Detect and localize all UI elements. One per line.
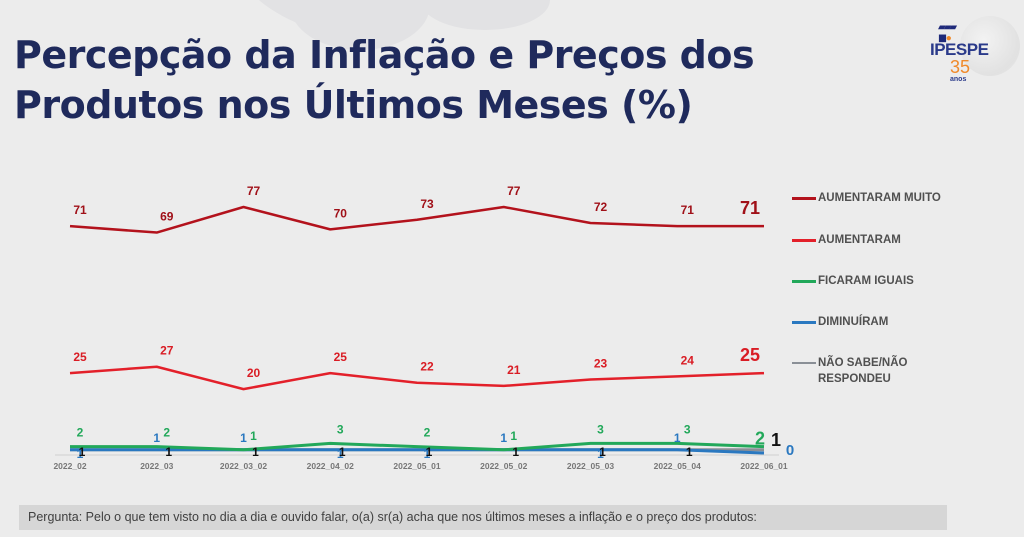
logo-dots-icon: ▰▰▰ ▮▮ ● bbox=[938, 22, 957, 44]
ipespe-logo: ▰▰▰ ▮▮ ● IPESPE 35 anos bbox=[930, 10, 1020, 90]
x-tick-label: 2022_05_01 bbox=[393, 461, 441, 471]
data-label: 1 bbox=[252, 445, 259, 459]
x-tick-label: 2022_03 bbox=[140, 461, 173, 471]
data-label: 69 bbox=[160, 210, 174, 224]
title-line-2: Produtos nos Últimos Meses (%) bbox=[14, 83, 693, 127]
data-label: 1 bbox=[79, 445, 86, 459]
x-tick-label: 2022_05_03 bbox=[567, 461, 615, 471]
question-text: Pergunta: Pelo o que tem visto no dia a … bbox=[28, 510, 757, 524]
x-tick-label: 2022_06_01 bbox=[740, 461, 788, 471]
data-label: 1 bbox=[240, 431, 247, 445]
data-label: 1 bbox=[500, 431, 507, 445]
data-label: 22 bbox=[420, 360, 434, 374]
data-label: 71 bbox=[740, 198, 760, 218]
x-tick-label: 2022_05_02 bbox=[480, 461, 528, 471]
legend-label: AUMENTARAM MUITO bbox=[818, 192, 941, 204]
logo-subtitle: anos bbox=[950, 76, 967, 83]
legend-label: AUMENTARAM bbox=[818, 234, 901, 246]
data-label: 3 bbox=[597, 422, 604, 436]
x-tick-label: 2022_02 bbox=[53, 461, 86, 471]
data-label: 3 bbox=[337, 422, 344, 436]
data-label: 1 bbox=[597, 447, 604, 461]
data-label: 77 bbox=[247, 184, 261, 198]
data-label: 73 bbox=[420, 197, 434, 211]
legend-item: AUMENTARAM bbox=[792, 232, 968, 248]
data-label: 71 bbox=[681, 203, 695, 217]
data-label: 1 bbox=[674, 431, 681, 445]
data-label: 2 bbox=[77, 426, 84, 440]
data-label: 1 bbox=[337, 447, 344, 461]
x-tick-label: 2022_05_04 bbox=[654, 461, 702, 471]
data-label: 71 bbox=[73, 203, 87, 217]
data-label: 1 bbox=[77, 447, 84, 461]
legend-item: AUMENTARAM MUITO bbox=[792, 190, 968, 206]
data-label: 1 bbox=[250, 429, 257, 443]
data-label: 25 bbox=[334, 350, 348, 364]
data-label: 0 bbox=[786, 442, 794, 459]
data-label: 23 bbox=[594, 357, 608, 371]
legend-label: FICARAM IGUAIS bbox=[818, 275, 914, 287]
data-label: 2 bbox=[163, 426, 170, 440]
legend-item: FICARAM IGUAIS bbox=[792, 273, 968, 289]
legend-swatch bbox=[792, 280, 816, 283]
logo-globe-icon bbox=[960, 16, 1020, 76]
data-label: 1 bbox=[424, 447, 431, 461]
data-label: 1 bbox=[426, 445, 433, 459]
data-label: 70 bbox=[334, 206, 348, 220]
data-label: 20 bbox=[247, 366, 261, 380]
series-line-2 bbox=[70, 441, 765, 452]
data-label: 2 bbox=[424, 426, 431, 440]
data-label: 24 bbox=[681, 353, 695, 367]
data-label: 1 bbox=[512, 445, 519, 459]
legend-label: DIMINUÍRAM bbox=[818, 316, 889, 328]
data-label: 3 bbox=[684, 422, 691, 436]
data-label: 25 bbox=[73, 350, 87, 364]
x-tick-label: 2022_04_02 bbox=[307, 461, 355, 471]
series-line-0 bbox=[69, 205, 764, 234]
page-title: Percepção da Inflação e Preços dos Produ… bbox=[14, 30, 755, 130]
data-label: 1 bbox=[599, 445, 606, 459]
logo-number: 35 bbox=[950, 57, 971, 77]
question-footer: Pergunta: Pelo o que tem visto no dia a … bbox=[19, 505, 947, 530]
legend-label: NÃO SABE/NÃO RESPONDEU bbox=[818, 357, 908, 385]
data-label: 72 bbox=[594, 200, 608, 214]
data-label: 1 bbox=[510, 429, 517, 443]
data-label: 1 bbox=[165, 445, 172, 459]
data-label: 25 bbox=[740, 345, 760, 365]
legend-swatch bbox=[792, 239, 816, 242]
data-label: 2 bbox=[755, 429, 765, 449]
data-label: 77 bbox=[507, 184, 521, 198]
data-label: 1 bbox=[339, 445, 346, 459]
legend-item: DIMINUÍRAM bbox=[792, 314, 968, 330]
legend-item: NÃO SABE/NÃO RESPONDEU bbox=[792, 355, 968, 387]
data-label: 1 bbox=[771, 430, 781, 450]
legend-swatch bbox=[792, 321, 816, 324]
x-tick-label: 2022_03_02 bbox=[220, 461, 268, 471]
data-label: 27 bbox=[160, 344, 174, 358]
legend-swatch bbox=[792, 197, 816, 200]
background-swoosh bbox=[420, 0, 550, 30]
title-line-1: Percepção da Inflação e Preços dos bbox=[14, 33, 755, 77]
series-line-1 bbox=[69, 365, 765, 391]
logo-name: IPESPE bbox=[930, 40, 989, 59]
data-label: 1 bbox=[153, 431, 160, 445]
legend-swatch bbox=[792, 362, 816, 364]
data-label: 21 bbox=[507, 363, 521, 377]
data-label: 1 bbox=[686, 445, 693, 459]
series-line-3 bbox=[70, 448, 765, 455]
